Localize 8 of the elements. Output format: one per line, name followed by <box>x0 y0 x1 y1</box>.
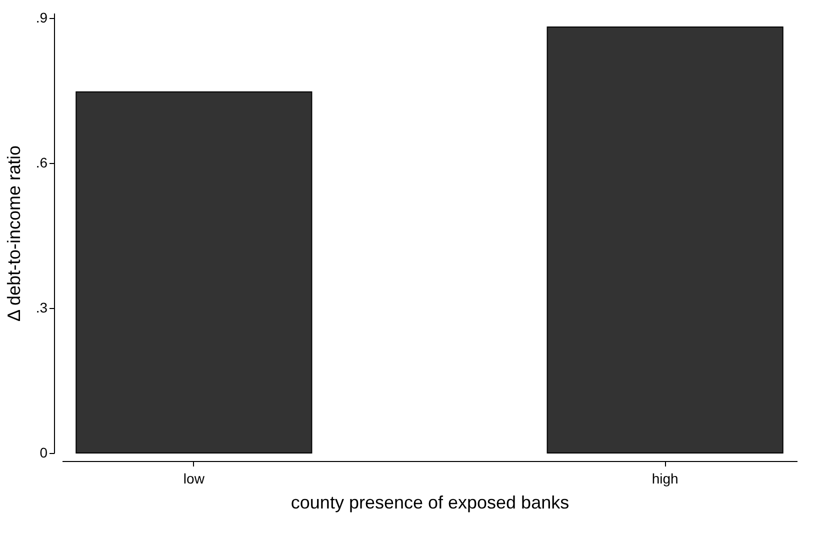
x-tick-label: high <box>652 470 678 486</box>
x-tick-label: low <box>183 470 206 486</box>
y-tick-label: .3 <box>36 299 48 316</box>
y-tick-label: .9 <box>36 9 48 26</box>
y-axis-title: Δ debt-to-income ratio <box>4 145 24 322</box>
y-tick-label: 0 <box>40 444 48 460</box>
x-axis-title: county presence of exposed banks <box>290 492 570 512</box>
y-tick-label: .6 <box>36 154 48 170</box>
